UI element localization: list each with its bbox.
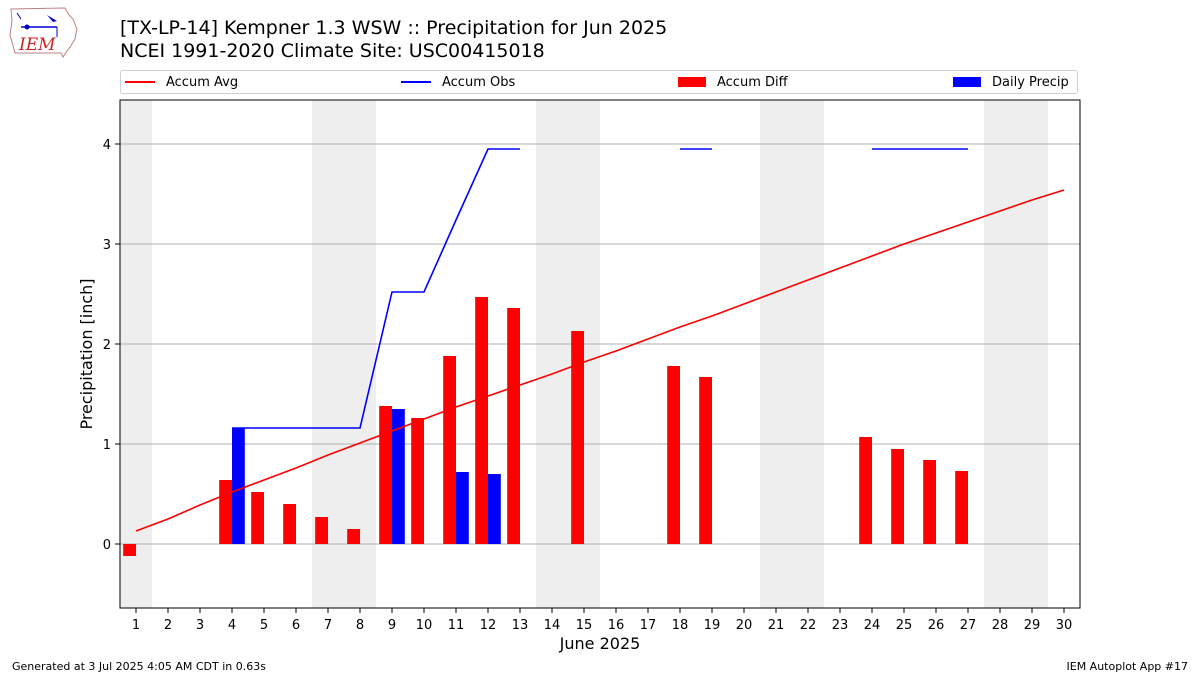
accum-diff-bar-day-25 — [891, 449, 904, 544]
y-tick-label-2: 2 — [103, 338, 111, 353]
weekend-shade-0 — [120, 100, 152, 608]
x-tick-label-2: 2 — [164, 618, 172, 633]
accum-diff-bar-day-27 — [955, 471, 968, 544]
generated-timestamp: Generated at 3 Jul 2025 4:05 AM CDT in 0… — [12, 660, 266, 673]
x-tick-label-8: 8 — [356, 618, 364, 633]
accum-diff-bar-day-11 — [443, 356, 456, 544]
x-tick-label-14: 14 — [544, 618, 561, 633]
accum-diff-bar-day-26 — [923, 460, 936, 544]
accum-diff-bar-day-18 — [667, 366, 680, 544]
accum-obs-swatch — [401, 81, 431, 83]
x-tick-label-19: 19 — [704, 618, 721, 633]
x-tick-label-5: 5 — [260, 618, 268, 633]
y-tick-label-4: 4 — [103, 138, 111, 153]
accum-diff-bar-day-4 — [219, 480, 232, 544]
x-tick-label-27: 27 — [960, 618, 977, 633]
x-tick-label-21: 21 — [768, 618, 785, 633]
x-tick-label-30: 30 — [1056, 618, 1073, 633]
app-credit: IEM Autoplot App #17 — [1066, 660, 1189, 673]
x-tick-label-4: 4 — [228, 618, 236, 633]
accum-diff-bar-day-5 — [251, 492, 264, 544]
accum-diff-bar-day-12 — [475, 297, 488, 544]
daily-precip-swatch — [953, 77, 981, 87]
y-tick-label-1: 1 — [103, 438, 111, 453]
x-tick-label-15: 15 — [576, 618, 593, 633]
daily-precip-bar-day-9 — [392, 409, 405, 544]
iem-logo: IEM — [9, 7, 78, 58]
legend-label-accum-avg: Accum Avg — [166, 74, 239, 90]
plot-frame — [119, 99, 1081, 609]
legend-item-daily-precip: Daily Precip — [953, 71, 1069, 93]
legend-item-accum-avg: Accum Avg — [125, 71, 238, 93]
legend-label-daily-precip: Daily Precip — [992, 74, 1069, 90]
weekend-shade-4 — [984, 100, 1048, 608]
daily-precip-bar-day-12 — [488, 474, 501, 544]
x-tick-label-23: 23 — [832, 618, 849, 633]
accum-diff-bar-day-9 — [379, 406, 392, 544]
x-tick-label-24: 24 — [864, 618, 881, 633]
x-tick-label-1: 1 — [132, 618, 140, 633]
y-axis-label: Precipitation [inch] — [77, 278, 96, 429]
x-tick-label-12: 12 — [480, 618, 497, 633]
logo-text: IEM — [18, 35, 56, 55]
x-tick-label-28: 28 — [992, 618, 1009, 633]
legend-label-accum-obs: Accum Obs — [442, 74, 516, 90]
legend-item-accum-diff: Accum Diff — [678, 71, 788, 93]
x-tick-label-7: 7 — [324, 618, 332, 633]
accum-diff-swatch — [678, 77, 706, 87]
weekend-shade-3 — [760, 100, 824, 608]
chart-title: [TX-LP-14] Kempner 1.3 WSW :: Precipitat… — [120, 17, 668, 39]
x-tick-label-17: 17 — [640, 618, 657, 633]
x-tick-label-20: 20 — [736, 618, 753, 633]
accum-diff-bar-day-13 — [507, 308, 520, 544]
chart-subtitle: NCEI 1991-2020 Climate Site: USC00415018 — [120, 40, 545, 62]
x-tick-label-6: 6 — [292, 618, 300, 633]
x-tick-label-25: 25 — [896, 618, 913, 633]
accum-avg-swatch — [125, 81, 155, 83]
x-tick-label-13: 13 — [512, 618, 529, 633]
x-tick-label-26: 26 — [928, 618, 945, 633]
accum-diff-bar-day-1 — [123, 544, 136, 556]
accum-diff-bar-day-19 — [699, 377, 712, 544]
x-axis-label: June 2025 — [559, 634, 641, 653]
daily-precip-bar-day-4 — [232, 428, 245, 544]
accum-diff-bar-day-15 — [571, 331, 584, 544]
accum-avg-line — [135, 189, 1065, 532]
x-tick-label-29: 29 — [1024, 618, 1041, 633]
legend: Accum Avg Accum Obs Accum Diff Daily Pre… — [120, 70, 1078, 94]
x-tick-label-9: 9 — [388, 618, 396, 633]
x-tick-label-10: 10 — [416, 618, 433, 633]
legend-label-accum-diff: Accum Diff — [717, 74, 788, 90]
accum-diff-bar-day-6 — [283, 504, 296, 544]
x-tick-label-16: 16 — [608, 618, 625, 633]
x-tick-label-18: 18 — [672, 618, 689, 633]
accum-diff-bar-day-7 — [315, 517, 328, 544]
x-tick-label-3: 3 — [196, 618, 204, 633]
accum-diff-bar-day-8 — [347, 529, 360, 544]
accum-diff-bar-day-24 — [859, 437, 872, 544]
y-tick-label-0: 0 — [103, 538, 111, 553]
x-tick-label-11: 11 — [448, 618, 465, 633]
accum-diff-bar-day-10 — [411, 418, 424, 544]
y-tick-label-3: 3 — [103, 238, 111, 253]
x-tick-label-22: 22 — [800, 618, 817, 633]
legend-item-accum-obs: Accum Obs — [401, 71, 515, 93]
weekend-shade-2 — [536, 100, 600, 608]
daily-precip-bar-day-11 — [456, 472, 469, 544]
accum-obs-line-segment-0 — [232, 148, 520, 429]
